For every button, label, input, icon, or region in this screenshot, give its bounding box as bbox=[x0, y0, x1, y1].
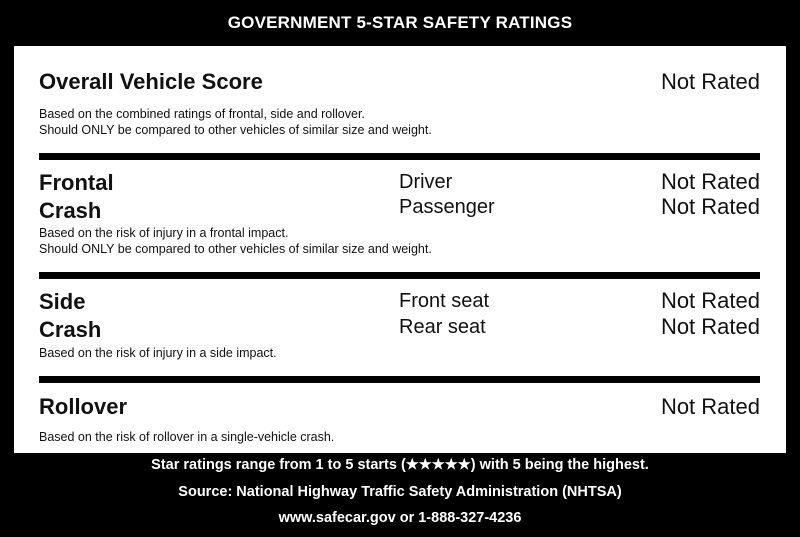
rollover-title: Rollover bbox=[39, 394, 128, 419]
frontal-rating-passenger: Not Rated bbox=[660, 194, 760, 219]
overall-section: Overall Vehicle Score Not Rated Based on… bbox=[39, 68, 760, 158]
rollover-desc: Based on the risk of rollover in a singl… bbox=[39, 430, 335, 444]
frontal-title-line2: Crash bbox=[39, 198, 102, 223]
footer-contact: www.safecar.gov or 1-888-327-4236 bbox=[278, 510, 522, 526]
frontal-section: Frontal Crash Driver Not Rated Passenger… bbox=[39, 169, 760, 259]
label-header: GOVERNMENT 5-STAR SAFETY RATINGS bbox=[227, 13, 573, 32]
rollover-rating: Not Rated bbox=[660, 394, 760, 419]
frontal-desc-line1: Based on the risk of injury in a frontal… bbox=[39, 226, 289, 240]
frontal-seat-passenger: Passenger bbox=[399, 196, 495, 218]
overall-title: Overall Vehicle Score bbox=[39, 69, 263, 94]
section-divider bbox=[39, 376, 760, 383]
side-title-line2: Crash bbox=[39, 317, 102, 342]
frontal-desc-line2: Should ONLY be compared to other vehicle… bbox=[39, 242, 432, 256]
frontal-seat-driver: Driver bbox=[399, 171, 453, 193]
overall-desc-line2: Should ONLY be compared to other vehicle… bbox=[39, 123, 432, 137]
frontal-rating-driver: Not Rated bbox=[660, 169, 760, 194]
ratings-panel: Overall Vehicle Score Not Rated Based on… bbox=[14, 46, 786, 453]
section-divider bbox=[39, 272, 760, 279]
rollover-section: Rollover Not Rated Based on the risk of … bbox=[39, 392, 760, 452]
frontal-title-line1: Frontal bbox=[39, 170, 114, 195]
overall-desc-line1: Based on the combined ratings of frontal… bbox=[39, 107, 365, 121]
side-rating-front: Not Rated bbox=[660, 288, 760, 313]
side-title-line1: Side bbox=[39, 289, 86, 314]
side-seat-front: Front seat bbox=[399, 290, 490, 312]
side-seat-rear: Rear seat bbox=[399, 316, 486, 338]
section-divider bbox=[39, 153, 760, 160]
overall-rating: Not Rated bbox=[660, 69, 760, 94]
side-rating-rear: Not Rated bbox=[660, 314, 760, 339]
side-section: Side Crash Front seat Not Rated Rear sea… bbox=[39, 288, 760, 363]
footer-source: Source: National Highway Traffic Safety … bbox=[178, 484, 622, 500]
side-desc: Based on the risk of injury in a side im… bbox=[39, 346, 277, 360]
footer-star-range: Star ratings range from 1 to 5 starts (★… bbox=[151, 457, 649, 473]
